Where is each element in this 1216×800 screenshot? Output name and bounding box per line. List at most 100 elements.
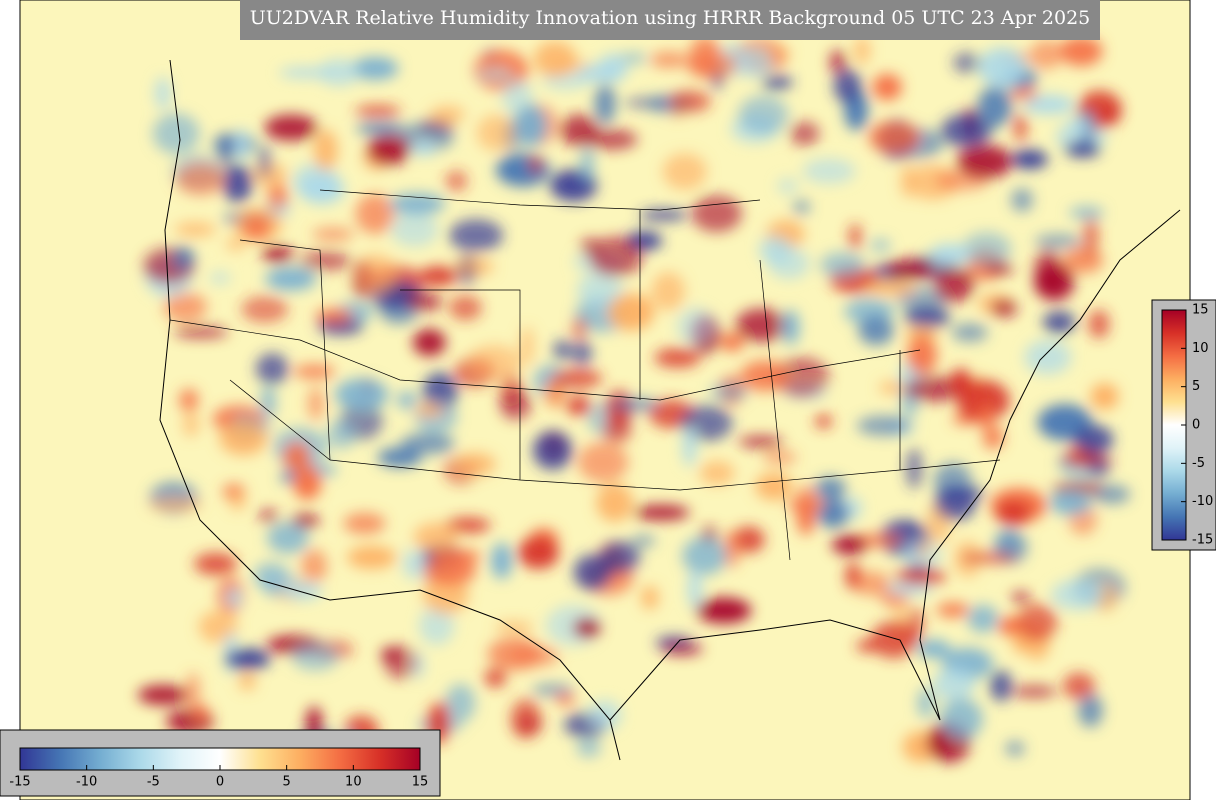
field-blob [907, 335, 938, 375]
field-blob [406, 292, 443, 312]
field-blob [445, 170, 468, 192]
field-blob [576, 738, 602, 758]
field-blob [444, 517, 491, 533]
field-blob [754, 472, 793, 501]
field-blob [990, 299, 1018, 317]
field-blob [422, 556, 477, 586]
field-blob [222, 164, 253, 203]
field-blob [668, 90, 711, 113]
colorbar-tick-label: 15 [1192, 303, 1209, 318]
field-blob [219, 420, 268, 456]
field-blob [238, 672, 256, 691]
field-blob [864, 281, 916, 295]
field-blob [932, 667, 976, 701]
field-blob [885, 582, 933, 595]
field-blob [900, 163, 915, 199]
field-blob [533, 41, 577, 78]
field-blob [265, 267, 317, 291]
field-blob [699, 460, 735, 486]
field-blob [989, 670, 1013, 702]
field-blob [587, 700, 622, 731]
field-blob [291, 642, 339, 671]
field-blob [351, 56, 399, 81]
field-blob [267, 183, 288, 210]
field-blob [782, 309, 800, 345]
field-blob [508, 645, 560, 667]
field-blob [293, 465, 322, 501]
field-blob [854, 36, 870, 65]
field-blob [979, 404, 993, 429]
field-blob [293, 364, 336, 379]
field-blob [258, 509, 279, 523]
field-blob [654, 348, 701, 368]
field-blob [577, 442, 629, 483]
field-blob [849, 223, 862, 250]
field-blob [738, 436, 784, 448]
colorbar-tick-label: 0 [1192, 418, 1200, 433]
colorbar-tick-label: 15 [412, 775, 429, 790]
field-blob [815, 414, 832, 429]
colorbar-tick-label: 0 [216, 775, 224, 790]
field-blob [347, 545, 397, 569]
field-blob [1049, 490, 1092, 515]
field-blob [572, 340, 592, 366]
field-blob [415, 404, 445, 417]
field-blob [649, 51, 689, 68]
field-blob [179, 388, 199, 412]
field-blob [596, 483, 634, 522]
field-blob [676, 307, 715, 345]
title-box: UU2DVAR Relative Humidity Innovation usi… [240, 0, 1100, 40]
field-blob [740, 360, 789, 392]
field-blob [599, 541, 641, 573]
field-blob [255, 353, 289, 385]
borders [159, 59, 1181, 761]
field-blob [355, 193, 395, 235]
field-blob [397, 391, 417, 410]
field-blob [510, 698, 541, 740]
colorbar-tick-label: 10 [1192, 341, 1209, 356]
field-blob [174, 222, 217, 237]
field-blob [774, 357, 830, 397]
field-blob [520, 326, 535, 366]
field-blob [411, 142, 436, 156]
field-blob [995, 500, 1032, 526]
field-blob [422, 372, 458, 412]
field-blob [299, 251, 352, 271]
field-blob [1090, 383, 1119, 410]
field-blob [852, 571, 891, 596]
field-blob [1013, 113, 1027, 142]
field-blob [1062, 672, 1095, 700]
field-blob [885, 259, 936, 280]
field-blob [580, 147, 594, 183]
field-blob [152, 113, 200, 155]
field-blob [858, 315, 895, 346]
title-background [240, 0, 1100, 40]
field-blob [354, 254, 397, 295]
field-blob [710, 383, 748, 402]
map-title: UU2DVAR Relative Humidity Innovation usi… [250, 7, 1091, 29]
field-blob [334, 378, 389, 411]
field-blob [490, 542, 513, 580]
field-blob [1011, 149, 1049, 169]
field-blob [856, 415, 911, 436]
field-blob [173, 326, 229, 338]
humidity-field [137, 35, 1131, 763]
field-blob [572, 317, 588, 340]
field-blob [532, 684, 574, 696]
field-blob [1068, 116, 1092, 134]
field-blob [155, 77, 171, 110]
field-blob [209, 272, 231, 284]
field-blob [905, 326, 938, 343]
field-blob [566, 396, 592, 416]
field-blob [400, 432, 455, 455]
field-blob [829, 49, 846, 75]
field-blob [1069, 206, 1104, 220]
field-blob [929, 726, 951, 756]
field-blob [528, 155, 542, 174]
field-blob [532, 430, 573, 471]
field-blob [870, 239, 891, 252]
field-blob [831, 535, 868, 555]
field-blob [418, 266, 458, 286]
field-blob [299, 174, 345, 205]
field-blob [917, 540, 931, 557]
